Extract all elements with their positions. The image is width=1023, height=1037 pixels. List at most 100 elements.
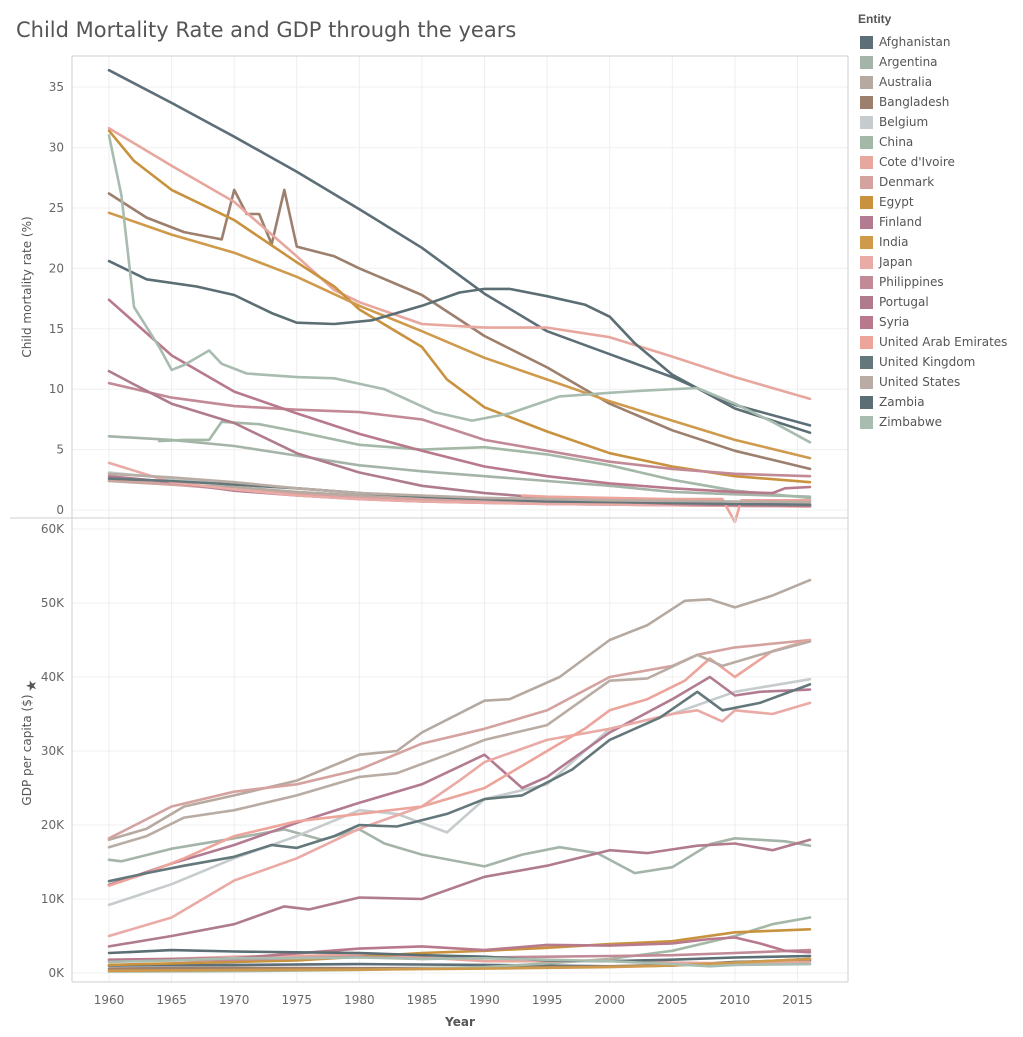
legend-swatch: [860, 295, 873, 309]
legend-swatch: [860, 375, 873, 389]
legend-item[interactable]: United Kingdom: [858, 352, 1018, 372]
legend-label: Cote d'Ivoire: [879, 155, 955, 169]
legend-label: Egypt: [879, 195, 914, 209]
mortality-series-zimbabwe[interactable]: [107, 134, 812, 444]
legend-title: Entity: [858, 12, 892, 26]
gdp-ytick-label: 30K: [41, 744, 65, 758]
gdp-ytick-label: 40K: [41, 670, 65, 684]
gdp-series-japan[interactable]: [107, 701, 812, 938]
legend-swatch: [860, 315, 873, 329]
mortality-series-bangladesh[interactable]: [107, 188, 812, 471]
legend-label: United States: [879, 375, 961, 389]
legend-item[interactable]: Argentina: [858, 52, 1018, 72]
legend-label: Finland: [879, 215, 922, 229]
legend-item[interactable]: Finland: [858, 212, 1018, 232]
legend-item[interactable]: Portugal: [858, 292, 1018, 312]
legend-item[interactable]: Bangladesh: [858, 92, 1018, 112]
legend-item[interactable]: China: [858, 132, 1018, 152]
x-tick-label: 1960: [94, 993, 125, 1007]
mortality-axis-title: Child mortality rate (%): [20, 216, 34, 357]
legend-label: Syria: [879, 315, 910, 329]
gdp-series-argentina[interactable]: [107, 828, 812, 875]
gdp-series-finland[interactable]: [107, 675, 812, 887]
mortality-ytick-label: 20: [49, 261, 64, 275]
mortality-series-india[interactable]: [107, 211, 812, 460]
gdp-series-united-kingdom[interactable]: [107, 683, 812, 883]
legend-swatch: [860, 155, 873, 169]
gdp-series-zambia[interactable]: [107, 948, 812, 963]
legend-label: Philippines: [879, 275, 944, 289]
mortality-series-egypt[interactable]: [107, 129, 812, 484]
legend-item[interactable]: Belgium: [858, 112, 1018, 132]
legend-swatch: [860, 175, 873, 189]
legend-label: Zambia: [879, 395, 925, 409]
x-tick-label: 2015: [782, 993, 813, 1007]
mortality-ytick-label: 0: [56, 503, 64, 517]
legend-label: Denmark: [879, 175, 935, 189]
legend-item[interactable]: Egypt: [858, 192, 1018, 212]
legend-swatch: [860, 415, 873, 429]
legend-item[interactable]: India: [858, 232, 1018, 252]
gdp-ytick-label: 20K: [41, 818, 65, 832]
legend-swatch: [860, 95, 873, 109]
mortality-ytick-label: 25: [49, 201, 64, 215]
x-tick-label: 1980: [344, 993, 375, 1007]
legend-item[interactable]: Japan: [858, 252, 1018, 272]
legend-swatch: [860, 35, 873, 49]
legend-item[interactable]: Cote d'Ivoire: [858, 152, 1018, 172]
legend-swatch: [860, 235, 873, 249]
gdp-series-zimbabwe[interactable]: [107, 956, 812, 968]
gdp-series-egypt[interactable]: [107, 928, 812, 967]
chart-area: 0 5 10 15 20 25 30 35 Child mortality rate (%) 0…: [10, 55, 849, 1029]
gdp-ytick-label: 10K: [41, 892, 65, 906]
legend-swatch: [860, 195, 873, 209]
mortality-series-cote-d-ivoire[interactable]: [107, 126, 812, 401]
mortality-series-syria[interactable]: [107, 298, 812, 495]
legend-swatch: [860, 255, 873, 269]
mortality-series-argentina[interactable]: [107, 435, 812, 498]
gdp-ytick-label: 60K: [41, 522, 65, 536]
legend-item[interactable]: Australia: [858, 72, 1018, 92]
legend-swatch: [860, 135, 873, 149]
legend-swatch: [860, 335, 873, 349]
legend-label: Australia: [879, 75, 933, 89]
gdp-axis-title: GDP per capita ($): [20, 694, 34, 805]
mortality-ytick-label: 30: [49, 141, 64, 155]
legend-item[interactable]: Afghanistan: [858, 32, 1018, 52]
chart-frame: [10, 55, 849, 983]
legend-item[interactable]: Zambia: [858, 392, 1018, 412]
legend-swatch: [860, 275, 873, 289]
legend-item[interactable]: Denmark: [858, 172, 1018, 192]
x-tick-label: 1970: [219, 993, 250, 1007]
mortality-series-zambia[interactable]: [107, 259, 812, 434]
sort-icon[interactable]: ★: [23, 679, 39, 692]
legend-swatch: [860, 355, 873, 369]
legend-label: Belgium: [879, 115, 929, 129]
legend-label: Bangladesh: [879, 95, 950, 109]
gdp-series-australia[interactable]: [107, 578, 812, 842]
gdp-series-syria[interactable]: [107, 936, 812, 961]
mortality-ytick-label: 35: [49, 80, 64, 94]
gdp-series-portugal[interactable]: [107, 838, 812, 948]
x-tick-label: 2010: [720, 993, 751, 1007]
legend-label: Zimbabwe: [879, 415, 943, 429]
legend-label: Japan: [879, 255, 913, 269]
legend-swatch: [860, 115, 873, 129]
gdp-series-united-states[interactable]: [107, 640, 812, 849]
legend-item[interactable]: Syria: [858, 312, 1018, 332]
legend-item[interactable]: United States: [858, 372, 1018, 392]
legend-item[interactable]: United Arab Emirates: [858, 332, 1018, 352]
mortality-ytick-label: 5: [56, 443, 64, 457]
legend-swatch: [860, 55, 873, 69]
mortality-series-united-states[interactable]: [107, 472, 812, 504]
legend-item[interactable]: Zimbabwe: [858, 412, 1018, 432]
legend-label: Afghanistan: [879, 35, 951, 49]
legend-swatch: [860, 395, 873, 409]
gdp-series-india[interactable]: [107, 957, 812, 973]
legend-items: Afghanistan Argentina Australia Bangladesh B…: [858, 32, 1018, 432]
legend-label: China: [879, 135, 914, 149]
mortality-series-philippines[interactable]: [107, 381, 812, 478]
legend-item[interactable]: Philippines: [858, 272, 1018, 292]
mortality-series-china[interactable]: [157, 420, 812, 500]
legend-swatch: [860, 75, 873, 89]
